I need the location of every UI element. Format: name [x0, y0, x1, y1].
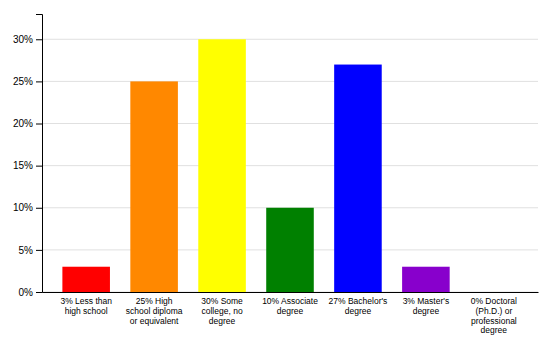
x-tick-label: 0% Doctoral(Ph.D.) orprofessionaldegree: [471, 296, 517, 335]
y-tick: 10%: [13, 202, 42, 213]
bar: [266, 208, 314, 292]
x-tick-label-line: degree: [277, 306, 304, 316]
y-tick-label: 5%: [19, 245, 34, 256]
bars: [62, 39, 449, 292]
grid-line: [42, 39, 538, 40]
x-tick: 3% Master'sdegree: [403, 296, 450, 316]
bar: [334, 65, 382, 292]
y-tick: 5%: [19, 245, 42, 256]
plot-area: 0% 5% 10% 15% 20% 25% 30% 3% Less thanhigh scho…: [13, 15, 539, 336]
x-tick-label-line: degree: [413, 306, 440, 316]
y-tick: 20%: [13, 118, 42, 129]
x-tick-label-line: college, no: [201, 306, 242, 316]
x-axis-line: [43, 292, 539, 293]
x-tick-label-line: 30% Some: [201, 296, 243, 306]
y-tick-label: 30%: [13, 34, 33, 45]
grid-line: [42, 165, 538, 166]
y-tick-label: 20%: [13, 118, 33, 129]
y-tick: 15%: [13, 160, 42, 171]
x-tick-label: 3% Master'sdegree: [403, 296, 450, 316]
bar: [198, 39, 246, 292]
bar: [130, 81, 178, 292]
y-tick-label: 25%: [13, 76, 33, 87]
grid: [42, 39, 538, 292]
y-tick: 0%: [19, 287, 42, 298]
y-tick: 30%: [13, 34, 42, 45]
x-tick-label-line: degree: [345, 306, 372, 316]
x-tick-label-line: 25% High: [136, 296, 173, 306]
x-tick-label-line: 3% Master's: [403, 296, 450, 306]
y-tick-mark: [36, 39, 42, 40]
x-tick-label-line: 0% Doctoral: [471, 296, 517, 306]
x-tick-label-line: professional: [471, 316, 517, 326]
x-tick-label-line: 27% Bachelor's: [329, 296, 388, 306]
y-tick-label: 15%: [13, 160, 33, 171]
x-tick-label-line: degree: [481, 325, 508, 335]
y-tick-mark: [36, 81, 42, 82]
x-tick-label-line: degree: [209, 316, 236, 326]
x-tick: 3% Less thanhigh school: [60, 296, 112, 316]
x-tick: 10% Associatedegree: [262, 296, 318, 316]
x-axis: 3% Less thanhigh school 25% Highschool di…: [43, 293, 539, 336]
chart: 0% 5% 10% 15% 20% 25% 30% 3% Less thanhigh scho…: [0, 0, 550, 350]
y-tick-mark: [36, 166, 42, 167]
x-tick-label-line: high school: [65, 306, 108, 316]
x-tick-label-line: (Ph.D.) or: [475, 306, 512, 316]
x-tick: 30% Somecollege, nodegree: [201, 296, 243, 326]
x-tick-label: 30% Somecollege, nodegree: [201, 296, 243, 326]
y-tick-label: 0%: [19, 287, 34, 298]
x-tick-label-line: 10% Associate: [262, 296, 318, 306]
y-tick-label: 10%: [13, 202, 33, 213]
x-tick-label-line: or equivalent: [130, 316, 179, 326]
y-axis: 0% 5% 10% 15% 20% 25% 30%: [13, 15, 43, 298]
x-tick-label-line: 3% Less than: [60, 296, 112, 306]
y-tick-mark: [36, 292, 42, 293]
x-tick: 27% Bachelor'sdegree: [329, 296, 388, 316]
y-tick-mark: [36, 208, 42, 209]
x-tick-label: 3% Less thanhigh school: [60, 296, 112, 316]
grid-line: [42, 123, 538, 124]
y-tick-mark: [36, 124, 42, 125]
x-tick: 25% Highschool diplomaor equivalent: [126, 296, 183, 326]
x-tick-label: 27% Bachelor'sdegree: [329, 296, 388, 316]
bar: [402, 267, 450, 292]
grid-line: [42, 81, 538, 82]
y-tick-mark: [36, 250, 42, 251]
y-axis-line: [36, 15, 43, 293]
bar: [62, 267, 110, 292]
bar: [470, 292, 518, 293]
y-tick: 25%: [13, 76, 42, 87]
x-tick-label: 10% Associatedegree: [262, 296, 318, 316]
x-tick-label: 25% Highschool diplomaor equivalent: [126, 296, 183, 326]
x-tick: 0% Doctoral(Ph.D.) orprofessionaldegree: [471, 296, 517, 335]
x-tick-label-line: school diploma: [126, 306, 183, 316]
